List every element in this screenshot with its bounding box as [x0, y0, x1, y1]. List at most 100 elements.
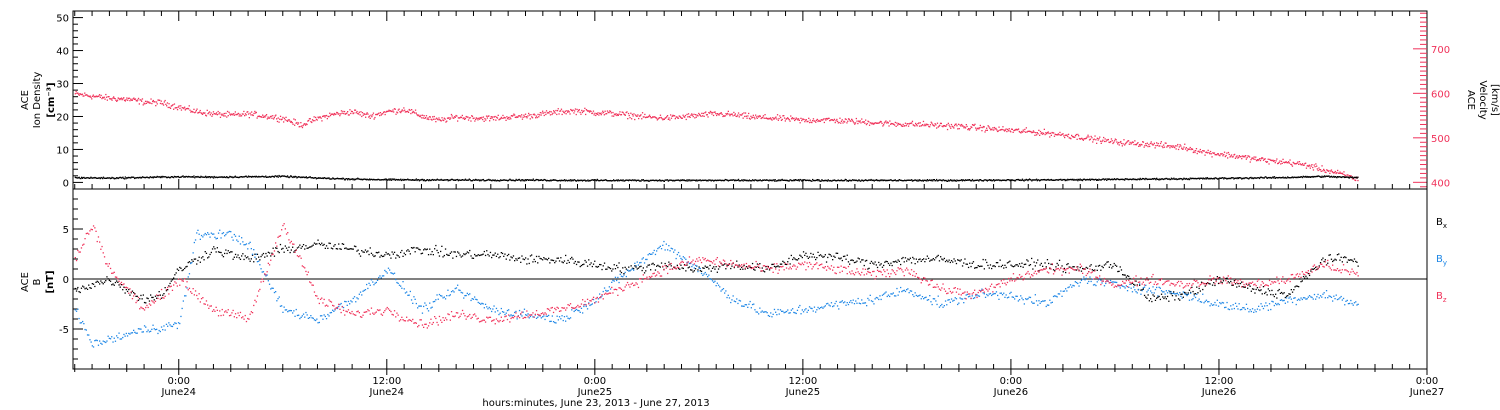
velocity-point — [285, 116, 287, 118]
b-bx-point — [828, 253, 830, 255]
b-bx-point — [1143, 294, 1146, 297]
b-bx-point — [687, 267, 689, 269]
b-bx-point — [1278, 288, 1280, 291]
velocity-point — [116, 100, 118, 102]
velocity-point — [258, 115, 261, 117]
b-bx-point — [506, 254, 509, 257]
density-point — [560, 180, 562, 182]
velocity-point — [521, 118, 524, 120]
b-bx-point — [247, 256, 249, 258]
density-point — [429, 179, 431, 182]
density-point — [1102, 178, 1104, 180]
density-point — [1137, 178, 1139, 180]
density-point — [191, 176, 194, 178]
velocity-point — [603, 114, 605, 116]
density-point — [1063, 179, 1065, 181]
b-bx-point — [1114, 264, 1117, 266]
density-point — [123, 177, 125, 180]
density-point — [477, 179, 479, 181]
density-point — [549, 180, 551, 182]
velocity-point — [442, 119, 444, 121]
b-bx-point — [176, 268, 178, 270]
velocity-point — [1218, 154, 1220, 156]
b-bx-point — [358, 253, 360, 255]
density-point — [514, 180, 516, 182]
velocity-point — [1171, 146, 1173, 148]
density-point — [1070, 178, 1072, 181]
velocity-point — [1053, 132, 1055, 134]
density-point — [673, 179, 675, 181]
density-point — [990, 179, 992, 181]
velocity-point — [643, 116, 645, 118]
density-point — [800, 179, 802, 181]
density-point — [1346, 176, 1348, 178]
density-point — [991, 180, 993, 182]
velocity-point — [449, 118, 451, 120]
density-point — [868, 179, 870, 181]
velocity-point — [208, 111, 211, 113]
velocity-point — [1091, 137, 1093, 139]
density-point — [406, 179, 408, 181]
density-point — [1152, 178, 1155, 180]
density-point — [430, 179, 432, 182]
density-point — [897, 179, 899, 182]
b-by-point — [322, 318, 324, 320]
density-point — [460, 179, 462, 181]
density-point — [489, 179, 491, 181]
velocity-point — [134, 98, 137, 100]
b-bx-point — [344, 247, 346, 250]
b-by-point — [409, 290, 411, 293]
b-bx-point — [305, 245, 307, 247]
b-bx-point — [584, 259, 586, 262]
b-bx-point — [160, 297, 163, 299]
b-bx-point — [869, 262, 871, 264]
velocity-point — [1269, 158, 1271, 161]
velocity-point — [924, 123, 926, 125]
density-point — [180, 176, 182, 178]
b-bx-point — [163, 293, 165, 295]
density-point — [1335, 176, 1337, 178]
density-point — [178, 176, 180, 179]
density-point — [262, 176, 265, 178]
density-point — [1223, 177, 1226, 179]
velocity-point — [885, 120, 887, 122]
velocity-point — [1221, 153, 1223, 155]
density-point — [641, 179, 643, 181]
density-point — [86, 177, 88, 179]
velocity-point — [485, 119, 487, 121]
density-point — [992, 179, 994, 181]
density-point — [292, 176, 294, 179]
density-point — [371, 178, 373, 181]
b-bx-point — [114, 281, 117, 284]
b-by-point — [319, 315, 322, 317]
b-by-point — [284, 309, 286, 311]
density-point — [472, 179, 474, 181]
b-bx-point — [279, 243, 282, 246]
density-point — [1123, 178, 1125, 180]
density-point — [824, 179, 826, 181]
velocity-point — [719, 112, 722, 114]
velocity-point — [1326, 169, 1328, 171]
b-bx-point — [444, 248, 447, 250]
b-bx-point — [1145, 296, 1147, 298]
velocity-point — [861, 121, 864, 123]
velocity-point — [915, 124, 917, 126]
b-by-point — [228, 230, 231, 233]
velocity-point — [248, 117, 250, 119]
density-point — [620, 179, 622, 181]
b-bx-point — [322, 244, 324, 246]
velocity-point — [901, 125, 903, 127]
b-bx-point — [562, 262, 564, 264]
b-by-point — [226, 232, 228, 234]
velocity-point — [243, 110, 245, 113]
density-point — [228, 176, 230, 179]
b-bx-point — [341, 243, 343, 245]
b-by-point — [357, 298, 359, 300]
density-point — [254, 175, 256, 178]
b-by-point — [362, 290, 364, 292]
velocity-point — [1007, 130, 1010, 132]
velocity-point — [148, 101, 150, 103]
velocity-point — [1326, 169, 1329, 172]
density-point — [1114, 178, 1116, 181]
density-point — [517, 179, 519, 181]
